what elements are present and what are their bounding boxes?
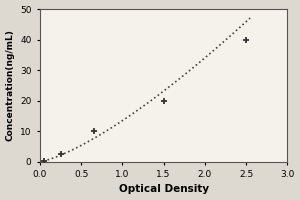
Y-axis label: Concentration(ng/mL): Concentration(ng/mL) bbox=[6, 29, 15, 141]
X-axis label: Optical Density: Optical Density bbox=[118, 184, 209, 194]
